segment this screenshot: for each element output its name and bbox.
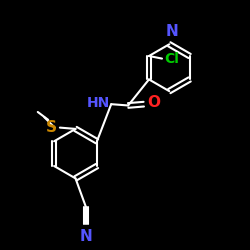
Text: Cl: Cl	[164, 52, 180, 66]
Text: S: S	[46, 120, 57, 135]
Text: N: N	[166, 24, 178, 39]
Text: N: N	[80, 229, 92, 244]
Text: HN: HN	[87, 96, 110, 110]
Text: O: O	[148, 95, 161, 110]
